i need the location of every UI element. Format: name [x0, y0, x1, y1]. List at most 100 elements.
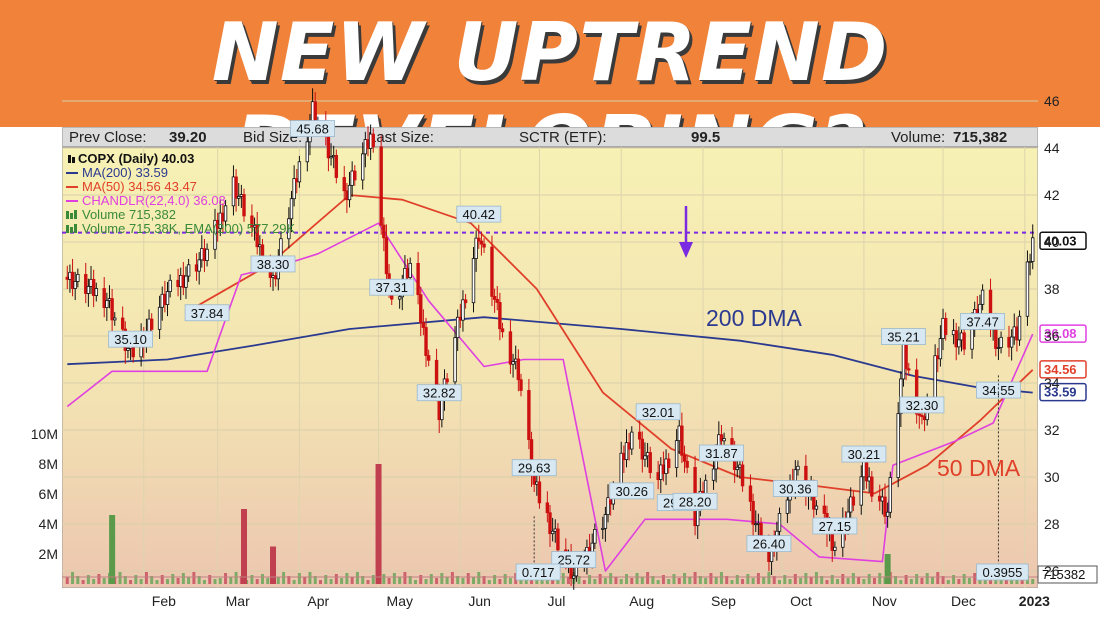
candle-body: [426, 355, 431, 361]
candle-body: [867, 476, 871, 482]
candle-body: [685, 460, 689, 468]
volume-bar: [973, 573, 977, 584]
candle-body: [186, 264, 191, 277]
price-label: 30.21: [848, 447, 881, 462]
volume-bar: [725, 576, 729, 584]
candle-body: [202, 248, 207, 261]
volume-bar: [809, 577, 813, 584]
candle-body: [885, 511, 890, 517]
legend-label: COPX (Daily) 40.03: [78, 151, 194, 166]
price-label: 32.30: [906, 398, 939, 413]
candle-body: [659, 464, 663, 480]
y-tick-label: 40: [1044, 234, 1060, 250]
candle-body: [630, 431, 634, 450]
candle-body: [131, 346, 135, 358]
volume-bar: [224, 573, 228, 584]
volume-bar: [677, 578, 681, 584]
candle-body: [901, 343, 906, 380]
volume-bar: [566, 577, 570, 584]
volume-bar: [334, 574, 338, 584]
volume-bar: [804, 573, 808, 584]
price-label: 27.15: [819, 519, 852, 534]
candle-body: [120, 317, 125, 330]
candle-body: [68, 271, 72, 280]
volume-bar: [208, 575, 212, 584]
volume-bar: [704, 578, 708, 584]
volume-bar: [292, 580, 296, 584]
price-label-box: [290, 120, 335, 137]
candle-body: [957, 339, 961, 348]
candle-body: [754, 523, 758, 526]
candle-body: [896, 413, 900, 478]
candle-body: [888, 477, 892, 513]
volume-bar: [1015, 578, 1019, 584]
volume-bar: [192, 572, 196, 584]
candle-body: [334, 155, 339, 178]
volume-bar: [297, 573, 301, 584]
volume-bar: [176, 578, 180, 584]
volume-bar: [392, 573, 396, 584]
candle-body: [490, 246, 494, 297]
candle-body: [310, 101, 315, 123]
price-label: 25.72: [557, 553, 590, 568]
candle-body: [980, 289, 985, 305]
candle-body: [1025, 261, 1030, 317]
volume-bar: [350, 577, 354, 584]
volume-bar: [830, 575, 834, 584]
volume-bar: [514, 573, 518, 584]
volume-bar: [466, 573, 470, 584]
volume-bar: [81, 580, 85, 584]
price-label: 35.10: [114, 332, 147, 347]
volume-bar: [630, 578, 634, 584]
candle-body: [197, 259, 201, 272]
candle-body: [213, 219, 217, 250]
prev-close-label: Prev Close:: [69, 129, 147, 146]
volume-bar: [255, 579, 259, 584]
volume-bar: [229, 577, 233, 584]
bid-size-label: Bid Size:: [243, 129, 303, 146]
candle-body: [1009, 336, 1014, 348]
volume-bar: [424, 579, 428, 584]
volume-bar: [962, 574, 966, 584]
volume-bar: [282, 572, 286, 584]
volume-bar: [218, 578, 222, 584]
candle-body: [751, 501, 755, 525]
candle-body: [627, 442, 631, 450]
volume-bar: [909, 579, 913, 584]
left-margin: [0, 127, 62, 588]
y-tick-label: 30: [1044, 469, 1060, 485]
candle-body: [777, 513, 782, 532]
candle-body: [883, 496, 887, 517]
legend-swatch: [68, 155, 71, 163]
volume-bar: [915, 574, 919, 584]
price-label-box: [841, 445, 887, 463]
volume-tick-label: 8M: [39, 456, 58, 472]
volume-bar: [150, 576, 154, 584]
volume-bar: [171, 574, 175, 584]
volume-bar: [403, 572, 407, 584]
axes: 26 28 30 32 34 36 38 40 42 44 46 Feb Mar Apr May Jun Jul…: [31, 93, 1060, 609]
volume-bar: [440, 573, 444, 584]
volume-bar: [767, 572, 771, 584]
volume-bar: [155, 580, 159, 584]
volume-bar: [672, 574, 676, 584]
last-value-badge-box: [1039, 324, 1087, 343]
last-value-badge-box: [1039, 360, 1087, 379]
candle-body: [545, 502, 550, 514]
candle-body: [350, 170, 354, 186]
candle-body: [110, 298, 114, 321]
x-tick-label: Aug: [629, 593, 654, 609]
candle-body: [89, 278, 93, 287]
candle-body: [242, 194, 246, 217]
candle-body: [999, 336, 1003, 348]
y-tick-label: 42: [1044, 187, 1060, 203]
bottom-axis-background: [0, 588, 1100, 619]
price-label-box: [746, 535, 792, 552]
volume-bar: [936, 572, 940, 584]
volume-spike: [109, 515, 116, 584]
candle-body: [419, 294, 423, 324]
candle-body: [962, 332, 966, 350]
volume-bar: [867, 574, 871, 584]
candle-body: [796, 465, 800, 471]
